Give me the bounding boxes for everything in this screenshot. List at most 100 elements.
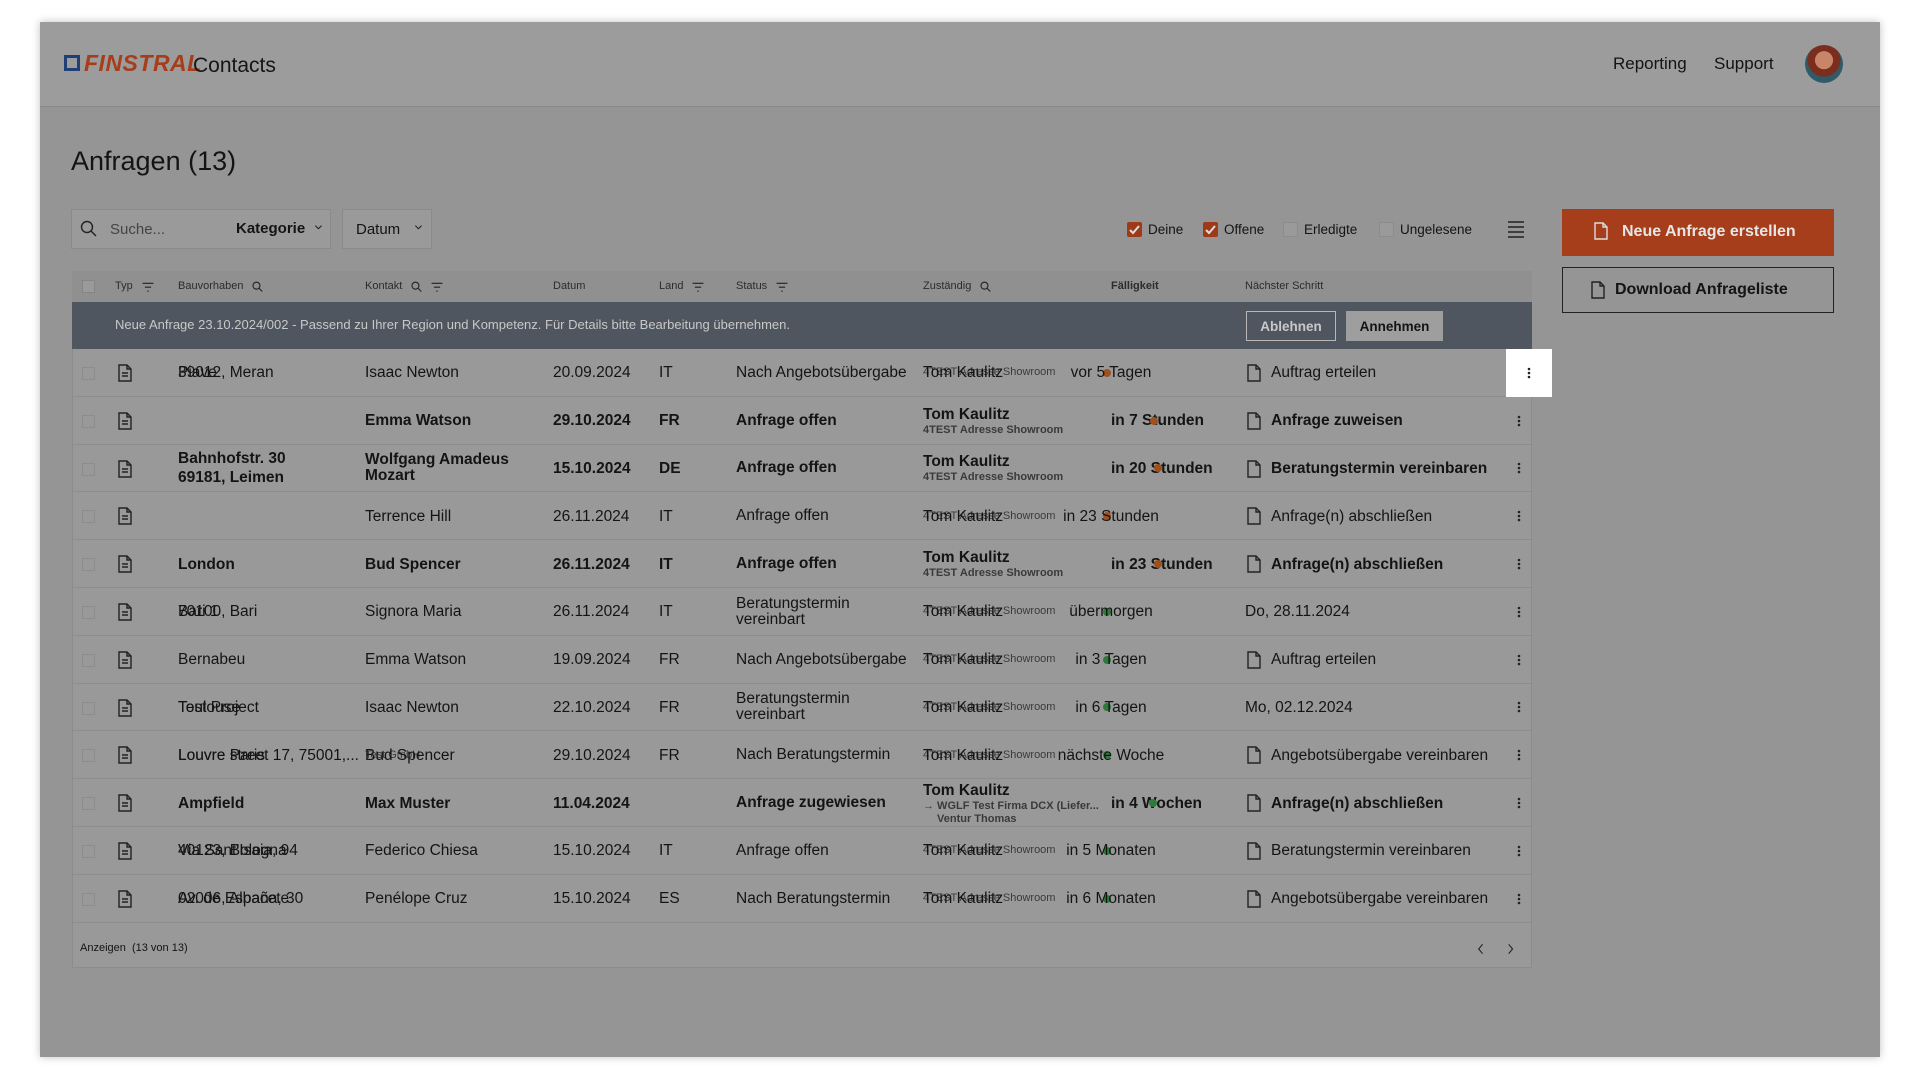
row-checkbox[interactable] <box>82 462 95 476</box>
row-checkbox[interactable] <box>82 558 95 572</box>
row-menu[interactable] <box>1506 349 1552 397</box>
nav-link[interactable]: Reporting <box>1613 54 1687 73</box>
assignee: Tom Kaulitz <box>923 405 1010 423</box>
search-column <box>979 280 993 296</box>
dropdown[interactable]: Kategorie <box>236 220 306 237</box>
assignee-cell: Tom Kaulitz 4TEST Adresse Showroom <box>923 636 1103 684</box>
dropdown[interactable]: Datum <box>356 221 401 238</box>
filter-label[interactable]: Erledigte <box>1304 222 1358 237</box>
project-line: Test Project <box>178 698 259 716</box>
filter-label[interactable]: Deine <box>1148 222 1184 237</box>
row-checkbox[interactable] <box>82 510 95 524</box>
column-header[interactable]: Zuständig <box>923 280 972 292</box>
secondary-button[interactable] <box>1562 267 1834 313</box>
type-icon <box>116 793 134 813</box>
dropdown-box[interactable] <box>342 209 432 249</box>
table-row[interactable] <box>72 540 1532 588</box>
row-menu[interactable] <box>1506 445 1532 493</box>
row-menu[interactable] <box>1506 731 1532 779</box>
filter-checkbox[interactable] <box>1203 222 1218 237</box>
row-checkbox[interactable] <box>82 749 95 763</box>
table-row[interactable] <box>72 827 1532 875</box>
table-row[interactable] <box>72 445 1532 493</box>
table-row[interactable] <box>72 588 1532 636</box>
country: IT <box>659 507 673 525</box>
column-header[interactable]: Status <box>736 280 768 292</box>
page-title: Anfragen (13) <box>71 146 237 176</box>
step-icon <box>1245 554 1263 574</box>
column-header[interactable]: Nächster Schritt <box>1245 280 1324 292</box>
project <box>178 397 358 445</box>
row-menu[interactable] <box>1506 588 1532 636</box>
table-row[interactable] <box>72 397 1532 445</box>
row-checkbox[interactable] <box>82 606 95 619</box>
project-line: 69181, Leimen <box>178 469 284 487</box>
app-window: FINSTRAL Contacts Reporting Support Anfr… <box>40 22 1880 1057</box>
row-checkbox[interactable] <box>82 797 95 811</box>
assignee: Tom Kaulitz <box>923 698 1004 716</box>
row-menu[interactable] <box>1506 492 1532 540</box>
column-header[interactable]: Land <box>659 280 684 292</box>
project-line: 40123, Bologna <box>178 842 287 860</box>
row-checkbox[interactable] <box>82 845 95 858</box>
row-menu[interactable] <box>1506 875 1532 923</box>
notification-banner <box>72 302 1532 349</box>
column-header[interactable]: Kontakt <box>365 280 403 292</box>
column-header[interactable]: Datum <box>553 280 586 292</box>
row-menu[interactable] <box>1506 540 1532 588</box>
row-checkbox[interactable] <box>82 367 95 380</box>
table-row[interactable] <box>72 492 1532 541</box>
date-cell: 29.10.2024 <box>553 397 631 445</box>
banner-reject[interactable]: Ablehnen <box>1246 311 1336 341</box>
filter-column <box>775 280 789 296</box>
next-step: Mo, 02.12.2024 <box>1245 698 1353 716</box>
row-checkbox[interactable] <box>82 414 95 428</box>
table-row[interactable] <box>72 636 1532 684</box>
search-box[interactable] <box>71 209 331 249</box>
chevron <box>313 220 327 236</box>
project-line: Bari 1 <box>178 603 219 621</box>
next-step-cell: Beratungstermin vereinbaren <box>1271 445 1487 493</box>
row-menu[interactable] <box>1506 827 1532 875</box>
table-row[interactable] <box>72 875 1532 923</box>
row-checkbox[interactable] <box>82 701 95 715</box>
status-cell: Nach Beratungstermin <box>736 875 916 923</box>
status: Nach Beratungstermin <box>736 889 891 907</box>
assignee-cell: Tom Kaulitz → WGLF Test Firma DCX (Liefer… <box>923 779 1103 827</box>
row-menu[interactable] <box>1506 684 1532 732</box>
secondary-button-label[interactable]: Download Anfrageliste <box>1615 281 1788 298</box>
table-row[interactable] <box>72 779 1532 827</box>
filter-checkbox[interactable] <box>1127 222 1142 237</box>
due-text: in 6 Monaten <box>1066 890 1156 908</box>
table-row[interactable] <box>72 349 1532 397</box>
header-checkbox[interactable] <box>82 280 95 293</box>
filter-checkbox[interactable] <box>1379 222 1394 237</box>
filter-label[interactable]: Ungelesene <box>1400 222 1473 237</box>
row-menu[interactable] <box>1506 636 1532 684</box>
assignee-detail: 4TEST Adresse Showroom <box>923 844 1056 857</box>
status: Nach Angebotsübergabe <box>736 363 907 381</box>
banner-accept[interactable]: Annehmen <box>1346 311 1443 341</box>
column-header[interactable]: Fälligkeit <box>1111 280 1159 292</box>
row-checkbox[interactable] <box>82 653 95 667</box>
row-menu[interactable] <box>1506 779 1532 827</box>
row-menu[interactable] <box>1506 397 1532 445</box>
type-icon <box>116 506 134 526</box>
primary-button-label[interactable]: Neue Anfrage erstellen <box>1622 223 1796 240</box>
table-row[interactable] <box>72 684 1532 732</box>
row-checkbox[interactable] <box>82 892 95 906</box>
avatar[interactable] <box>1805 45 1843 83</box>
filter-checkbox[interactable] <box>1283 222 1298 237</box>
search-column <box>410 280 424 296</box>
column-header[interactable]: Typ <box>115 280 133 292</box>
table-row[interactable] <box>72 731 1532 780</box>
project: Piave 39012, Meran <box>178 349 358 397</box>
nav-link[interactable]: Support <box>1714 54 1774 73</box>
filter-column <box>691 280 705 296</box>
type-icon <box>116 554 134 574</box>
due-dot <box>1153 560 1162 569</box>
filter-label[interactable]: Offene <box>1224 222 1265 237</box>
column-header[interactable]: Bauvorhaben <box>178 280 244 292</box>
assignee-detail: Ventur Thomas <box>937 812 1017 825</box>
step-icon <box>1245 793 1263 813</box>
